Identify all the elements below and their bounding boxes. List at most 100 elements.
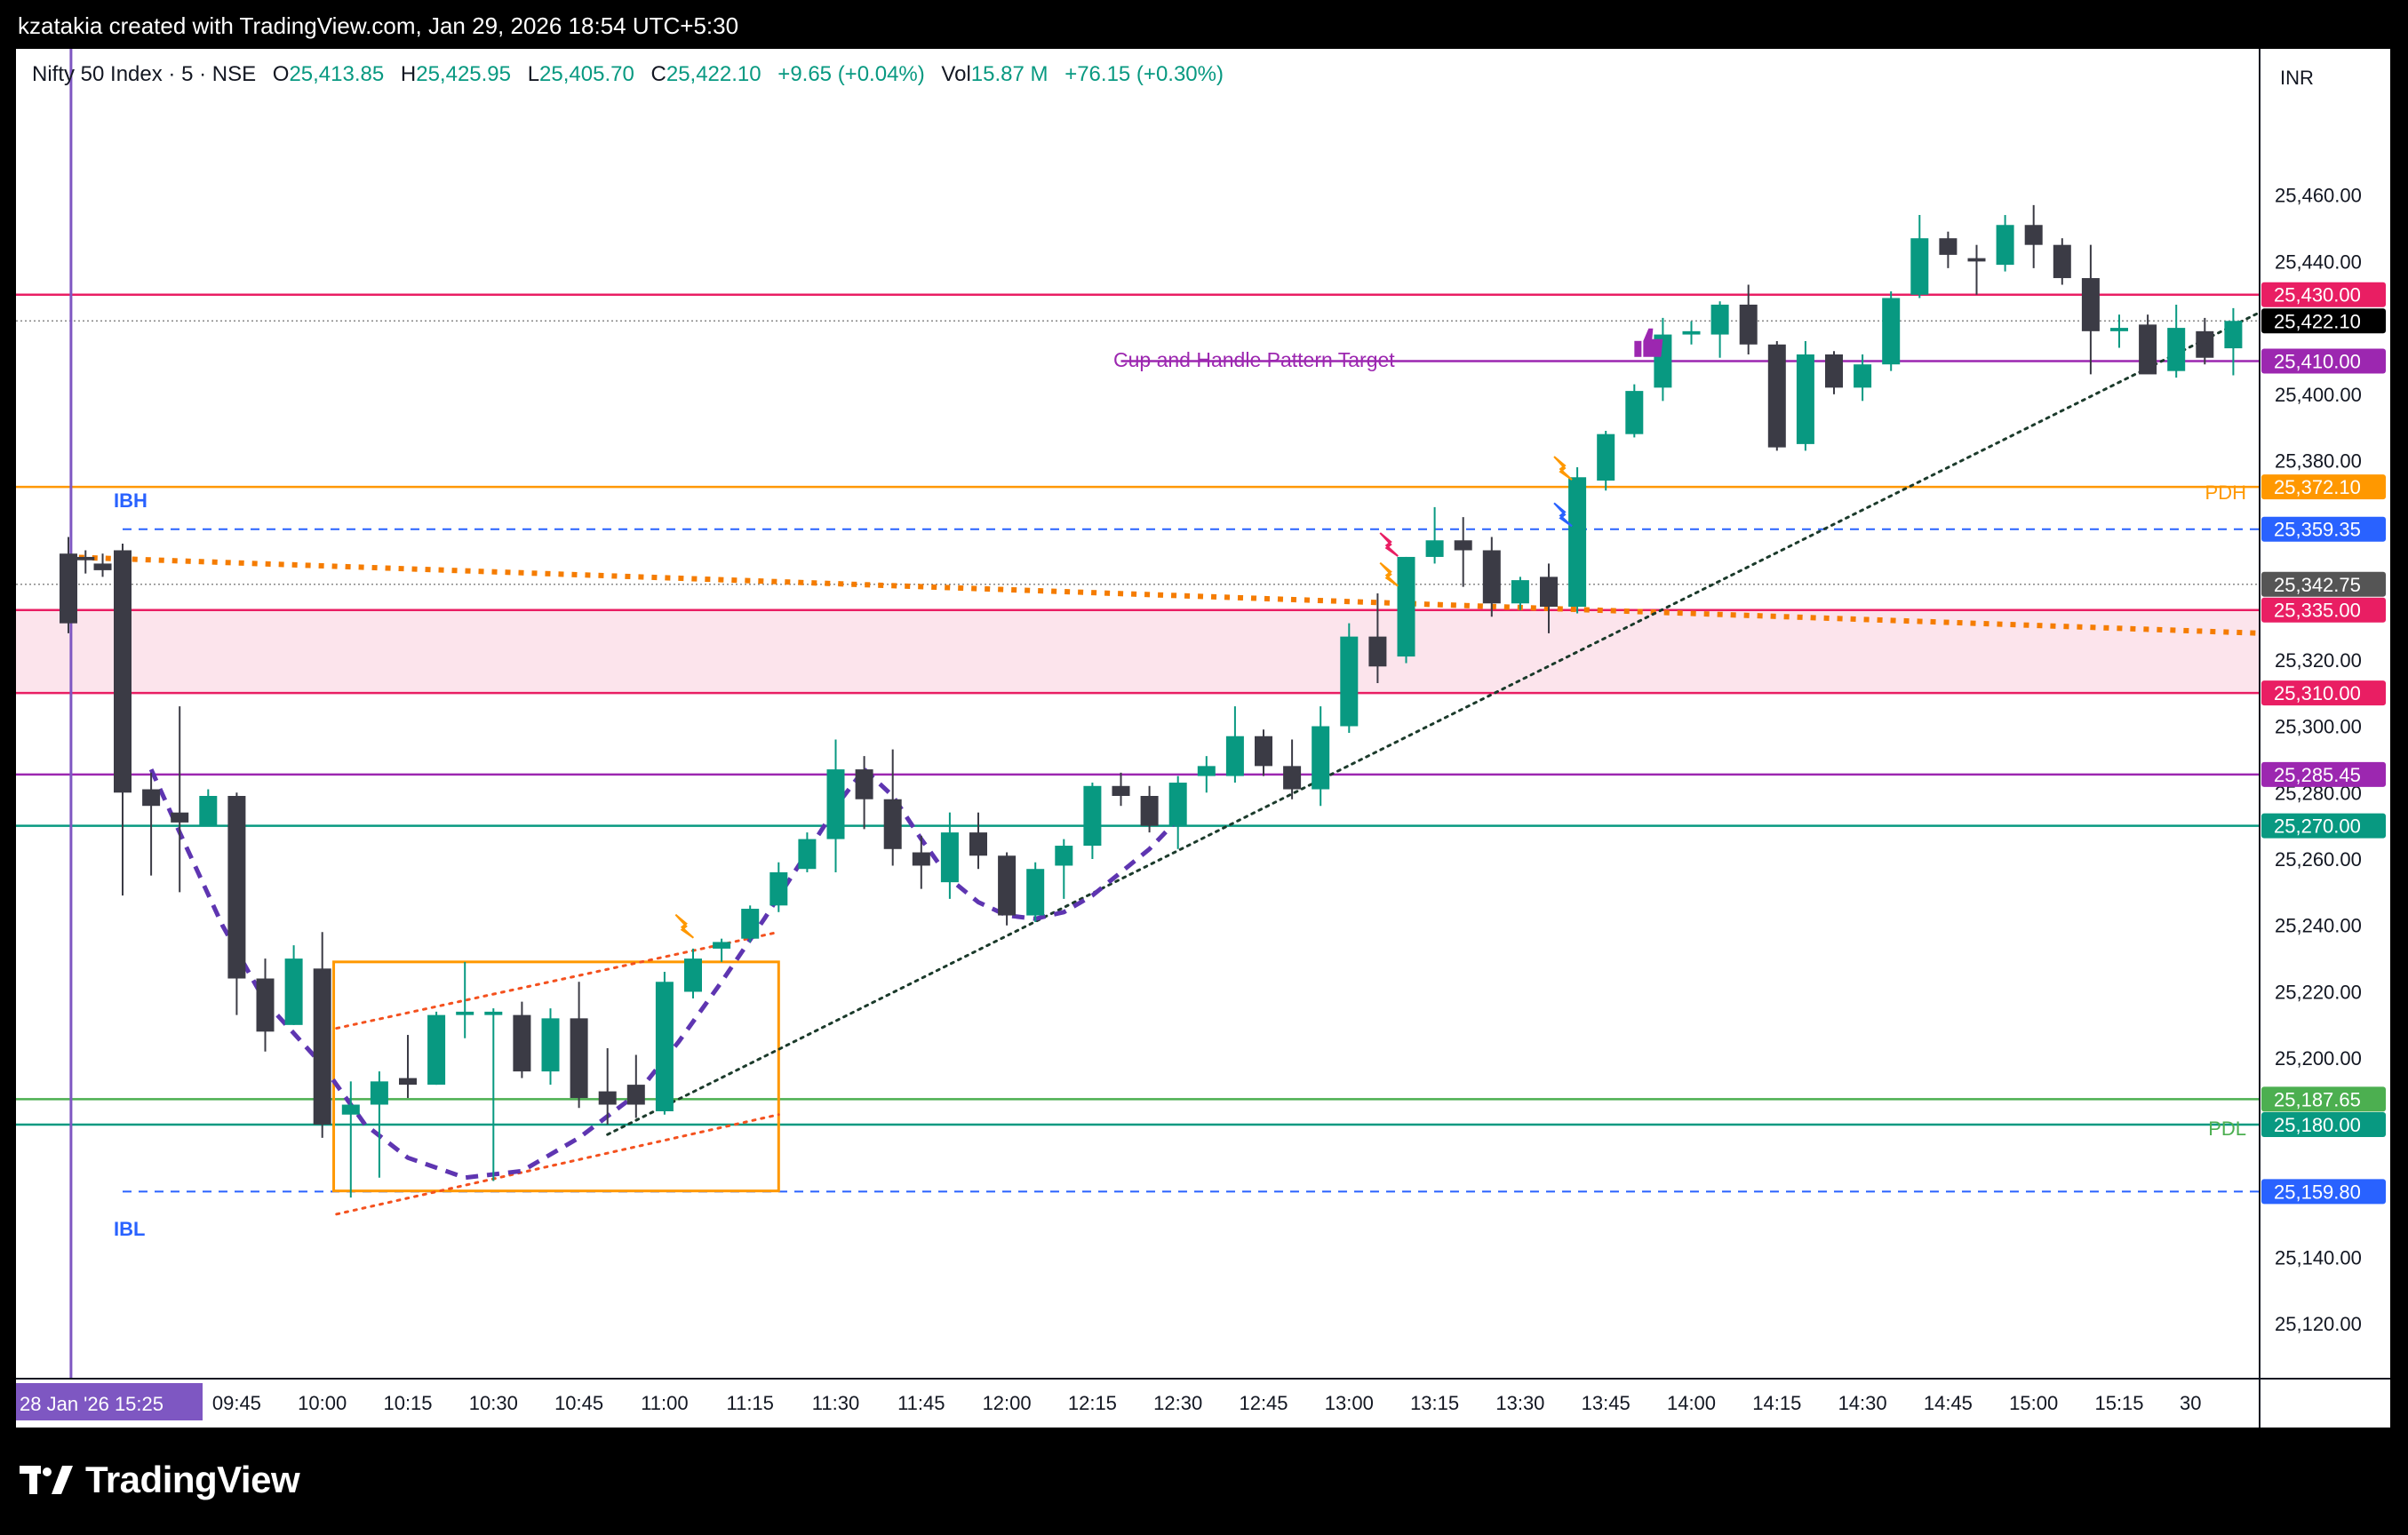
candle-26 (769, 862, 788, 912)
candle-body (1083, 785, 1102, 847)
candle-body (1026, 869, 1045, 916)
candle-46 (1340, 623, 1359, 733)
candle-body (998, 855, 1017, 916)
price-tag-label: 25,372.10 (2274, 476, 2361, 498)
candle-51 (1482, 537, 1501, 617)
signal-bolt-icon (674, 913, 695, 939)
y-tick-label: 25,140.00 (2275, 1246, 2362, 1269)
candle-17 (513, 1001, 531, 1078)
open-label: O (272, 62, 290, 86)
cup-pattern-curve (148, 768, 866, 1181)
candle-body (1255, 736, 1272, 767)
candle-body (1825, 354, 1843, 388)
candle-4 (142, 772, 161, 876)
creator-credit: kzatakia created with TradingView.com, J… (18, 12, 739, 39)
tradingview-logo-icon (20, 1466, 73, 1494)
price-tag-label: 25,422.10 (2274, 310, 2361, 332)
candle-body (256, 978, 275, 1032)
candle-body (313, 968, 331, 1125)
candle-body (969, 832, 987, 856)
candle-body (940, 832, 959, 883)
candle-68 (1967, 244, 1986, 295)
candle-40 (1168, 775, 1187, 849)
candle-54 (1568, 467, 1587, 614)
signal-bolt-icon (1379, 532, 1399, 557)
volume-value: 15.87 M (970, 62, 1049, 86)
price-tag-label: 25,180.00 (2274, 1114, 2361, 1136)
candle-22 (655, 972, 674, 1115)
candle-body (826, 769, 845, 839)
candle-61 (1767, 341, 1786, 451)
price-tag-label: 25,359.35 (2274, 519, 2361, 541)
y-tick-label: 25,380.00 (2275, 450, 2362, 473)
candle-body (1140, 796, 1159, 826)
candlestick-chart[interactable]: IBH IBL PDH PDL Cup and Handle Pattern Targe… (16, 49, 2390, 1428)
x-tick-label: 15:15 (2094, 1392, 2143, 1414)
candle-body (1225, 736, 1244, 776)
candle-body (2024, 225, 2043, 245)
candle-60 (1739, 284, 1758, 354)
candle-55 (1597, 430, 1615, 491)
candle-body (1312, 726, 1330, 790)
candle-body (1854, 364, 1872, 388)
candle-1 (76, 550, 95, 574)
candle-53 (1540, 563, 1558, 633)
candle-29 (855, 756, 873, 830)
ibl-label: IBL (114, 1218, 145, 1240)
candle-body (1340, 636, 1359, 727)
candle-67 (1939, 231, 1957, 268)
candle-body (713, 942, 731, 949)
x-tick-label: 14:30 (1838, 1392, 1887, 1414)
y-tick-label: 25,200.00 (2275, 1047, 2362, 1070)
candle-body (1910, 238, 1929, 295)
thumbs-up-icon (1634, 328, 1663, 357)
candle-39 (1140, 785, 1159, 833)
channel-bottom-line (335, 1113, 780, 1216)
candle-body (1397, 556, 1415, 657)
candle-body (1454, 540, 1472, 551)
candle-50 (1454, 517, 1472, 587)
candle-body (626, 1085, 645, 1105)
candle-body (598, 1091, 617, 1105)
candle-59 (1710, 301, 1729, 358)
price-tag-label: 25,335.00 (2274, 600, 2361, 622)
candle-69 (1996, 215, 2014, 272)
candle-18 (541, 1008, 560, 1086)
candle-body (741, 909, 760, 939)
handle-pattern-curve (862, 768, 1180, 921)
candle-41 (1197, 756, 1216, 793)
x-tick-label: 13:00 (1325, 1392, 1374, 1414)
candle-35 (1026, 862, 1045, 922)
candle-body (1682, 330, 1701, 335)
close-value: 25,422.10 (666, 62, 761, 86)
candle-31 (912, 835, 930, 889)
y-tick-label: 25,440.00 (2275, 251, 2362, 273)
candle-body (2081, 278, 2100, 331)
price-tag-bg (2261, 1111, 2386, 1137)
x-tick-label: 15:00 (2009, 1392, 2058, 1414)
candle-body (1710, 304, 1729, 335)
x-tick-label: 11:15 (726, 1392, 773, 1414)
low-label: L (527, 62, 540, 86)
low-value: 25,405.70 (539, 62, 634, 86)
candle-34 (998, 852, 1017, 926)
pdh-label: PDH (2205, 481, 2246, 504)
candle-body (1511, 580, 1529, 604)
y-tick-label: 25,300.00 (2275, 716, 2362, 738)
candle-body (1425, 540, 1444, 557)
candle-49 (1425, 506, 1444, 564)
chart-panel[interactable]: IBH IBL PDH PDL Cup and Handle Pattern Targe… (16, 49, 2390, 1428)
signal-bolt-icon (1379, 561, 1399, 587)
candle-body (655, 982, 674, 1111)
candle-44 (1283, 739, 1302, 799)
candle-body (1168, 783, 1187, 826)
orange-dotted-line (65, 553, 2262, 636)
candle-body (60, 553, 78, 624)
x-tick-label: 30 (2180, 1392, 2201, 1414)
candle-body (1767, 344, 1786, 448)
y-tick-label: 25,240.00 (2275, 915, 2362, 937)
session-tag-bg (16, 1383, 203, 1420)
candle-body (427, 1014, 446, 1086)
candle-3 (114, 544, 132, 896)
